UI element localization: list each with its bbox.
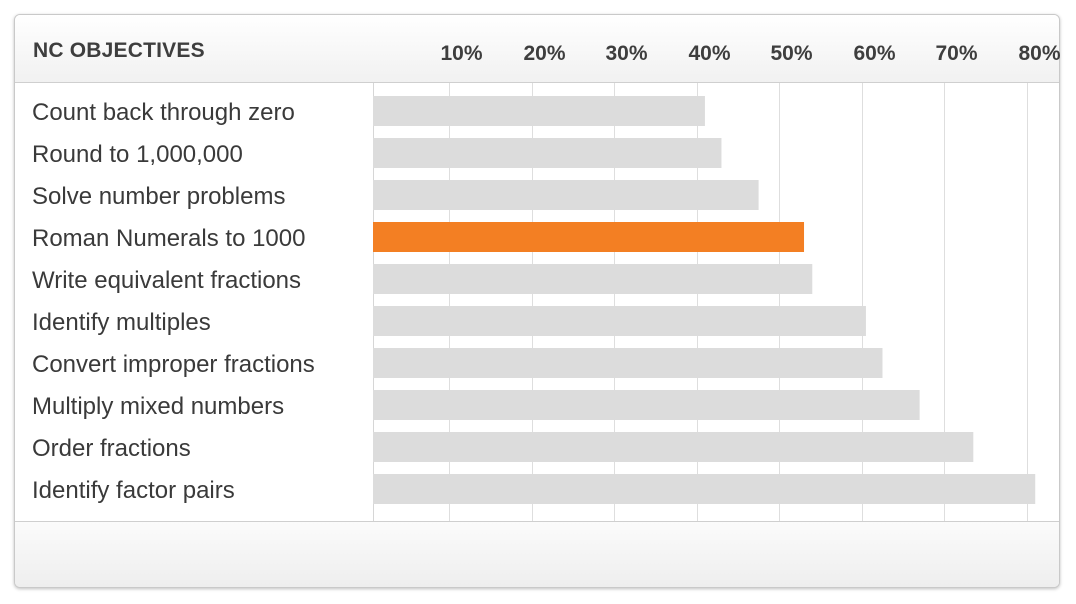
bar <box>373 474 1036 504</box>
x-tick-label: 50% <box>770 42 812 65</box>
category-label: Solve number problems <box>32 183 285 210</box>
x-tick-label: 40% <box>688 42 730 65</box>
category-label: Multiply mixed numbers <box>32 393 284 420</box>
bar <box>373 390 920 420</box>
category-label: Order fractions <box>32 435 191 462</box>
bar <box>373 138 722 168</box>
x-tick-label: 10% <box>440 42 482 65</box>
chart-header: NC OBJECTIVES <box>15 15 1059 83</box>
category-label: Identify multiples <box>32 309 211 336</box>
category-label: Count back through zero <box>32 99 295 126</box>
x-tick-label: 60% <box>853 42 895 65</box>
x-tick-label: 80% <box>1018 42 1060 65</box>
bar <box>373 96 705 126</box>
chart-title: NC OBJECTIVES <box>33 39 205 62</box>
x-tick-label: 20% <box>523 42 565 65</box>
x-tick-label: 70% <box>935 42 977 65</box>
chart-footer <box>15 521 1059 587</box>
bar <box>373 348 883 378</box>
bar-highlighted <box>373 222 805 252</box>
category-label: Roman Numerals to 1000 <box>32 225 305 252</box>
category-label: Convert improper fractions <box>32 351 315 378</box>
bar <box>373 306 866 336</box>
category-label: Identify factor pairs <box>32 477 235 504</box>
x-tick-label: 30% <box>605 42 647 65</box>
category-label: Round to 1,000,000 <box>32 141 243 168</box>
bar <box>373 432 974 462</box>
category-label: Write equivalent fractions <box>32 267 301 294</box>
bar <box>373 180 759 210</box>
label-plot-divider <box>373 83 374 523</box>
bar <box>373 264 813 294</box>
